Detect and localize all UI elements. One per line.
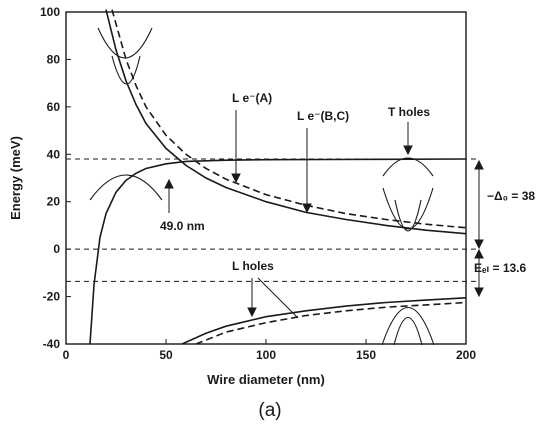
series-line-0 bbox=[105, 9, 467, 235]
series-line-2 bbox=[89, 158, 467, 345]
annotation-label-2: T holes bbox=[388, 105, 430, 119]
band-sketches bbox=[89, 27, 435, 346]
annotation-arrows bbox=[164, 110, 484, 319]
band-sketch-t-holes-1 bbox=[382, 157, 434, 177]
x-tick-label: 0 bbox=[63, 348, 70, 362]
y-tick-label: 80 bbox=[47, 52, 61, 66]
x-axis-label: Wire diameter (nm) bbox=[207, 372, 325, 387]
band-sketch-l-holes-2 bbox=[393, 316, 423, 346]
y-tick-label: 40 bbox=[47, 147, 61, 161]
y-tick-label: 60 bbox=[47, 100, 61, 114]
x-tick-label: 200 bbox=[456, 348, 476, 362]
x-tick-label: 100 bbox=[256, 348, 276, 362]
annotation-label-6: Eₑₗ = 13.6 bbox=[474, 261, 527, 275]
band-sketch-l-holes-1 bbox=[381, 306, 435, 346]
band-sketch-t-holes-3 bbox=[394, 199, 422, 232]
annotation-labels: L e⁻(A) L e⁻(B,C) T holes 49.0 nm L holes −Δ₀… bbox=[160, 91, 535, 275]
delta-bracket-bottom bbox=[474, 239, 484, 250]
y-tick-label: -40 bbox=[43, 337, 61, 351]
band-sketch-mid-left bbox=[89, 174, 163, 201]
arrow-49nm-head bbox=[164, 178, 174, 189]
arrow-le-bc-head bbox=[302, 203, 312, 214]
annotation-label-0: L e⁻(A) bbox=[232, 91, 272, 105]
arrow-le-a-head bbox=[231, 173, 241, 184]
annotation-label-5: −Δ₀ = 38 bbox=[487, 189, 535, 203]
series-line-4 bbox=[195, 301, 467, 345]
annotation-label-4: L holes bbox=[232, 259, 274, 273]
y-tick-label: 20 bbox=[47, 195, 61, 209]
y-tick-label: 100 bbox=[40, 5, 60, 19]
band-sketch-top-left-2 bbox=[111, 55, 141, 85]
plot-frame bbox=[65, 11, 467, 345]
delta-bracket-top bbox=[474, 159, 484, 170]
egl-bracket-top bbox=[474, 248, 484, 259]
series-line-1 bbox=[111, 9, 467, 229]
axis-ticks: 0 50 100 150 200 -40 -20 0 20 40 60 80 100 bbox=[40, 5, 476, 362]
y-tick-label: -20 bbox=[43, 290, 61, 304]
x-tick-label: 150 bbox=[356, 348, 376, 362]
band-sketch-top-left bbox=[97, 27, 153, 59]
figure-caption: (a) bbox=[258, 400, 281, 421]
y-axis-label: Energy (meV) bbox=[8, 136, 23, 220]
y-tick-label: 0 bbox=[53, 242, 60, 256]
annotation-label-1: L e⁻(B,C) bbox=[297, 109, 349, 123]
egl-bracket-bottom bbox=[474, 287, 484, 298]
arrow-l-holes-2 bbox=[257, 277, 299, 319]
band-sketch-t-holes-2 bbox=[382, 187, 434, 230]
arrow-t-holes-head bbox=[403, 145, 413, 156]
series-line-3 bbox=[181, 297, 467, 345]
arrow-l-holes-1-head bbox=[247, 307, 257, 318]
x-tick-label: 50 bbox=[159, 348, 173, 362]
data-curves bbox=[89, 9, 467, 345]
annotation-label-3: 49.0 nm bbox=[160, 219, 205, 233]
